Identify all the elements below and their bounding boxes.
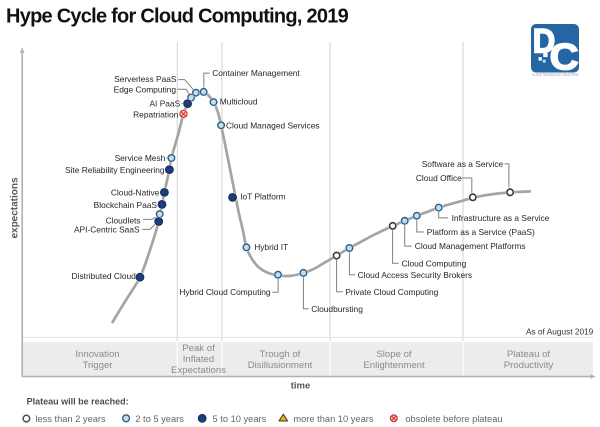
- svg-text:Cloud Access Security Brokers: Cloud Access Security Brokers: [358, 270, 473, 280]
- svg-text:Innovation: Innovation: [75, 349, 119, 360]
- svg-text:As of August 2019: As of August 2019: [526, 327, 594, 337]
- svg-text:Hybrid Cloud Computing: Hybrid Cloud Computing: [179, 287, 271, 297]
- svg-text:expectations: expectations: [10, 177, 21, 239]
- svg-text:Cloudlets: Cloudlets: [106, 215, 141, 225]
- svg-text:Multicloud: Multicloud: [220, 97, 258, 107]
- svg-text:5 to 10 years: 5 to 10 years: [213, 414, 267, 424]
- svg-text:CLOUD TECHNOLOGY SOLUTIONS: CLOUD TECHNOLOGY SOLUTIONS: [533, 72, 579, 77]
- svg-text:Disillusionment: Disillusionment: [248, 360, 313, 371]
- svg-text:Plateau will be reached:: Plateau will be reached:: [27, 397, 129, 407]
- svg-text:Service Mesh: Service Mesh: [115, 153, 166, 163]
- svg-text:Cloud-Native: Cloud-Native: [111, 188, 160, 198]
- svg-text:Container Management: Container Management: [212, 68, 300, 78]
- svg-text:AI PaaS: AI PaaS: [149, 99, 180, 109]
- svg-text:Infrastructure as a Service: Infrastructure as a Service: [452, 213, 550, 223]
- svg-text:API-Centric SaaS: API-Centric SaaS: [74, 225, 140, 235]
- svg-text:Expectations: Expectations: [171, 365, 226, 376]
- svg-text:2 to 5 years: 2 to 5 years: [135, 414, 184, 424]
- svg-text:Distributed Cloud: Distributed Cloud: [72, 271, 137, 281]
- svg-text:Trigger: Trigger: [82, 360, 113, 371]
- svg-text:obsolete before plateau: obsolete before plateau: [405, 414, 502, 424]
- svg-text:Blockchain PaaS: Blockchain PaaS: [94, 200, 158, 210]
- svg-text:Hype Cycle for Cloud Computing: Hype Cycle for Cloud Computing, 2019: [6, 6, 349, 28]
- svg-text:more than 10 years: more than 10 years: [293, 414, 373, 424]
- svg-text:Cloud Office: Cloud Office: [416, 173, 462, 183]
- svg-text:Slope of: Slope of: [376, 349, 412, 360]
- svg-text:Platform as a Service (PaaS): Platform as a Service (PaaS): [427, 227, 535, 237]
- svg-text:time: time: [291, 381, 311, 392]
- svg-text:Plateau of: Plateau of: [507, 349, 551, 360]
- svg-text:less than 2 years: less than 2 years: [35, 414, 106, 424]
- svg-text:IoT Platform: IoT Platform: [240, 192, 285, 202]
- svg-text:Cloudbursting: Cloudbursting: [311, 304, 363, 314]
- svg-text:Cloud Management Platforms: Cloud Management Platforms: [415, 241, 526, 251]
- svg-text:Site Reliability Engineering: Site Reliability Engineering: [65, 165, 165, 175]
- svg-text:Peak of: Peak of: [182, 343, 215, 354]
- svg-text:Repatriation: Repatriation: [133, 109, 179, 119]
- svg-text:Trough of: Trough of: [260, 349, 301, 360]
- svg-text:Private Cloud Computing: Private Cloud Computing: [345, 287, 438, 297]
- svg-text:Cloud Managed Services: Cloud Managed Services: [226, 121, 320, 131]
- svg-text:Software as a Service: Software as a Service: [422, 159, 504, 169]
- svg-text:Cloud Computing: Cloud Computing: [402, 259, 467, 269]
- svg-text:Serverless PaaS: Serverless PaaS: [114, 74, 177, 84]
- svg-text:D: D: [533, 23, 556, 61]
- svg-text:Inflated: Inflated: [183, 354, 214, 365]
- svg-text:Edge Computing: Edge Computing: [114, 84, 177, 94]
- svg-text:Productivity: Productivity: [504, 360, 554, 371]
- svg-text:Hybrid IT: Hybrid IT: [254, 242, 288, 252]
- svg-text:C: C: [550, 37, 579, 78]
- svg-text:Enlightenment: Enlightenment: [363, 360, 425, 371]
